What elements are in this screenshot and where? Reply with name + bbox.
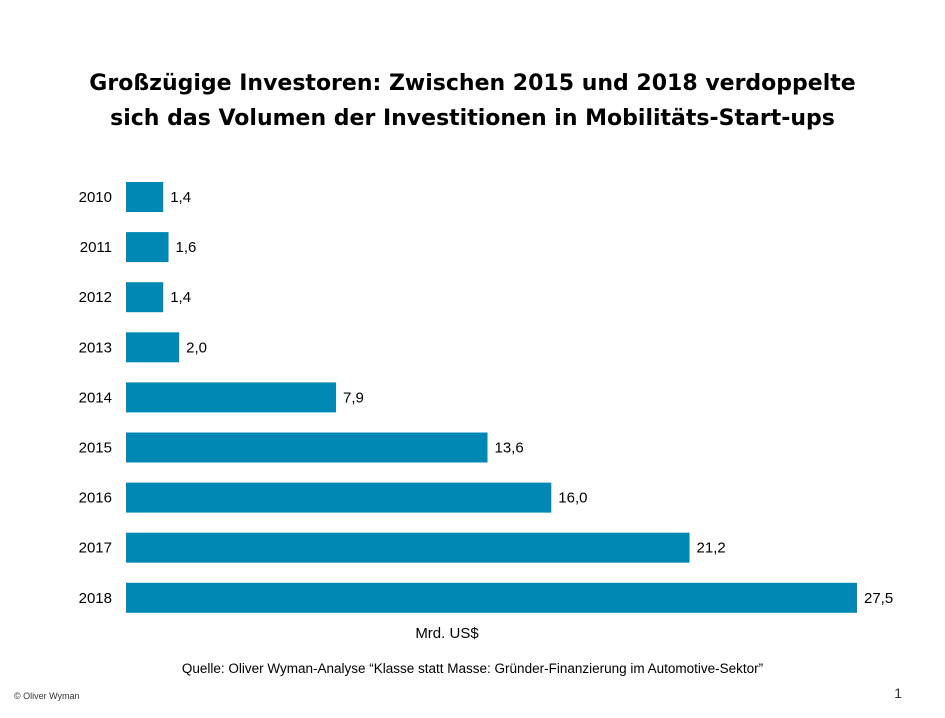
bar-2015 — [126, 432, 488, 463]
chart-title-line-1: Großzügige Investoren: Zwischen 2015 und… — [89, 71, 856, 96]
category-label-2013: 2013 — [79, 339, 112, 356]
category-label-2016: 2016 — [79, 490, 112, 507]
bar-2017 — [126, 532, 690, 563]
page-number: 1 — [894, 685, 902, 701]
category-label-2015: 2015 — [79, 440, 112, 457]
value-label-2012: 1,4 — [170, 289, 191, 306]
bar-2010 — [126, 182, 164, 212]
category-label-2018: 2018 — [79, 590, 112, 607]
value-label-2017: 21,2 — [697, 540, 726, 557]
category-label-2011: 2011 — [80, 239, 112, 256]
value-label-2010: 1,4 — [170, 189, 191, 206]
value-label-2015: 13,6 — [495, 440, 524, 457]
value-label-2016: 16,0 — [558, 490, 587, 507]
category-label-2017: 2017 — [79, 540, 112, 557]
category-label-2012: 2012 — [79, 289, 112, 306]
x-axis-label: Mrd. US$ — [415, 625, 479, 642]
bar-2012 — [126, 282, 164, 313]
value-label-2014: 7,9 — [343, 389, 364, 406]
bar-2011 — [126, 232, 169, 263]
value-label-2013: 2,0 — [186, 339, 207, 356]
bar-2016 — [126, 482, 552, 513]
bar-group: 2010 1,4 2011 1,6 2012 1,4 2013 2,0 2014 7,9 2015 1… — [79, 182, 893, 613]
bar-2013 — [126, 332, 180, 363]
copyright-note: © Oliver Wyman — [14, 691, 80, 701]
chart-title-line-2: sich das Volumen der Investitionen in Mo… — [110, 106, 835, 131]
category-label-2010: 2010 — [79, 189, 112, 206]
category-label-2014: 2014 — [79, 389, 112, 406]
value-label-2011: 1,6 — [176, 239, 197, 256]
source-note: Quelle: Oliver Wyman-Analyse “Klasse sta… — [181, 661, 764, 676]
bar-2018 — [126, 582, 857, 613]
bar-2014 — [126, 382, 336, 413]
chart-title: Großzügige Investoren: Zwischen 2015 und… — [0, 66, 945, 136]
value-label-2018: 27,5 — [864, 590, 893, 607]
